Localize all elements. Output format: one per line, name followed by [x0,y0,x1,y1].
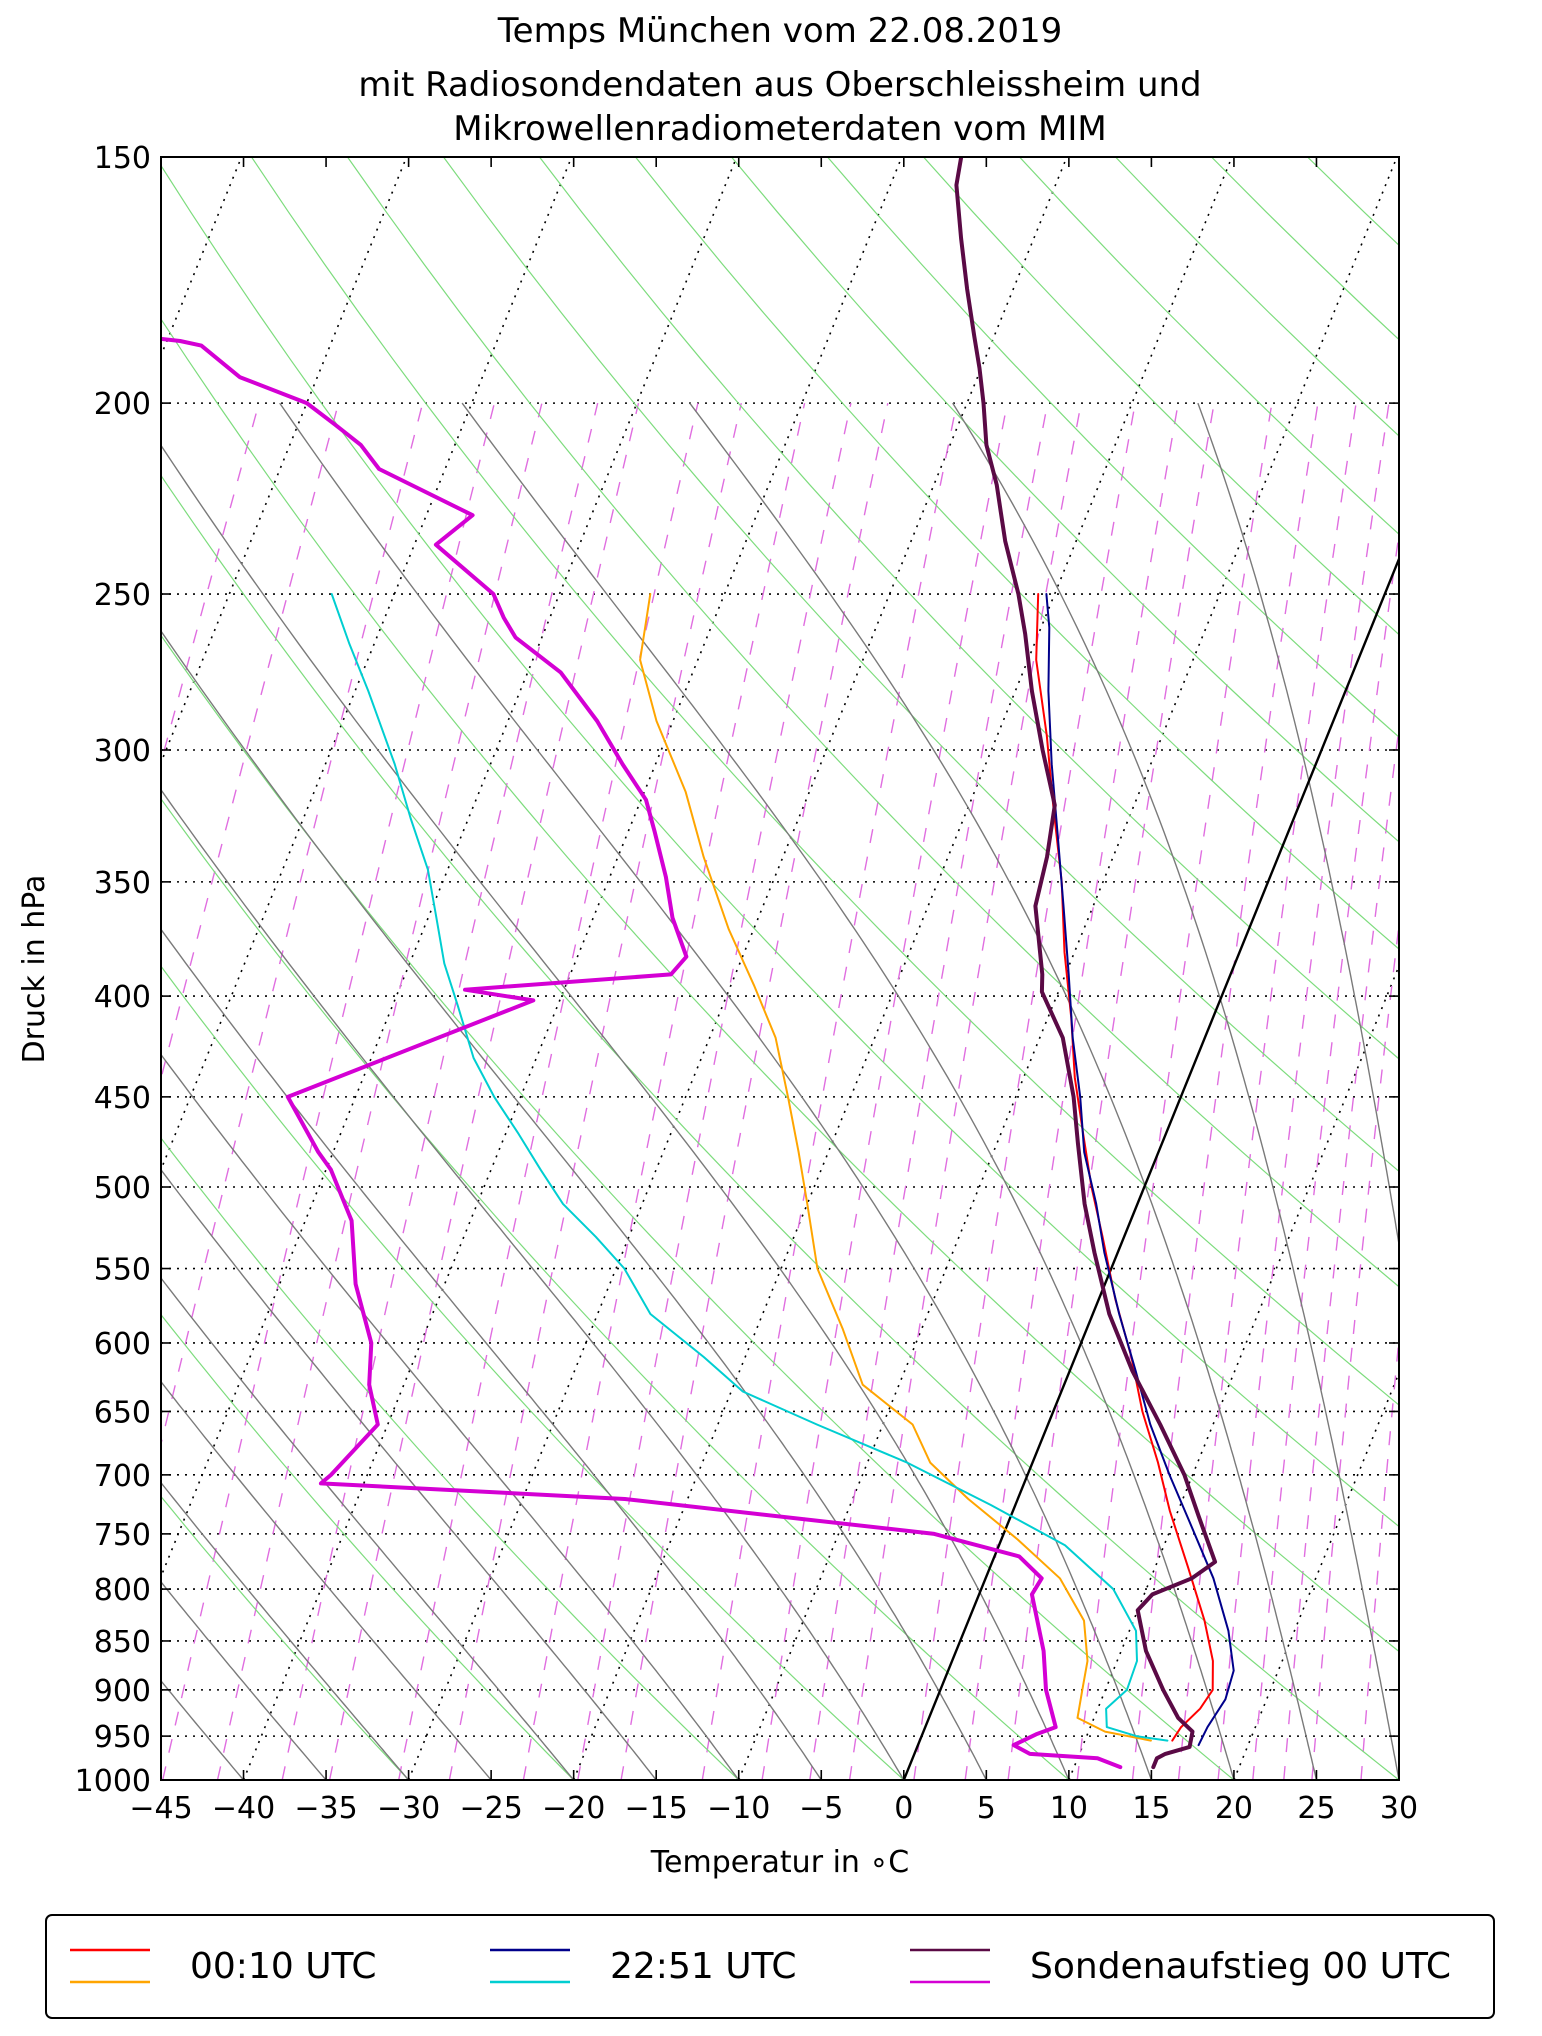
y-tick-label: 950 [94,1720,151,1755]
y-tick-label: 200 [94,387,151,422]
y-axis-label: Druck in hPa [17,875,52,1064]
x-tick-label: −10 [707,1791,770,1826]
y-tick-label: 300 [94,734,151,769]
y-tick-label: 250 [94,578,151,613]
x-tick-label: −25 [459,1791,522,1826]
y-tick-label: 750 [94,1518,151,1553]
x-tick-label: −5 [799,1791,843,1826]
y-tick-label: 150 [94,141,151,176]
y-tick-label: 800 [94,1573,151,1608]
y-tick-label: 650 [94,1395,151,1430]
x-tick-label: −20 [542,1791,605,1826]
x-tick-label: 15 [1132,1791,1170,1826]
x-tick-label: −40 [212,1791,275,1826]
x-tick-label: −35 [294,1791,357,1826]
isotherm-line [1399,157,1542,1780]
chart-title: Temps München vom 22.08.2019 mit Radioso… [358,11,1201,149]
y-tick-label: 500 [94,1171,151,1206]
y-tick-label: 900 [94,1674,151,1709]
dry-adiabat-line [1404,157,1542,1780]
chart-title-line-3: Mikrowellenradiometerdaten vom MIM [453,109,1106,149]
y-tick-label: 1000 [75,1764,151,1799]
x-tick-label: −30 [377,1791,440,1826]
mixing-ratio-line [1440,403,1542,1780]
x-tick-label: 0 [894,1791,913,1826]
legend-label: 22:51 UTC [610,1946,797,1987]
mixing-ratio-line [1503,403,1542,1780]
y-tick-label: 350 [94,866,151,901]
y-tick-label: 450 [94,1081,151,1116]
x-tick-label: 10 [1050,1791,1088,1826]
mixing-ratio-line [1403,403,1542,1780]
x-axis-label: Temperatur in ∘C [650,1845,909,1880]
x-tick-label: 25 [1297,1791,1335,1826]
chart-title-line-2: mit Radiosondendaten aus Oberschleisshei… [358,65,1201,105]
mixing-ratio-line [1473,403,1542,1780]
y-tick-label: 850 [94,1625,151,1660]
x-tick-label: 5 [977,1791,996,1826]
y-tick-label: 550 [94,1253,151,1288]
dry-adiabat-line [1500,157,1542,1780]
x-tick-label: 20 [1215,1791,1253,1826]
y-tick-label: 700 [94,1459,151,1494]
x-tick-label: 30 [1380,1791,1418,1826]
legend-label: 00:10 UTC [190,1946,377,1987]
legend: 00:10 UTC 22:51 UTC Sondenaufstieg 00 UTC [46,1915,1494,2018]
y-tick-label: 600 [94,1327,151,1362]
y-tick-label: 400 [94,980,151,1015]
legend-label: Sondenaufstieg 00 UTC [1030,1946,1451,1987]
x-tick-label: −15 [625,1791,688,1826]
chart-title-line-1: Temps München vom 22.08.2019 [497,11,1063,51]
